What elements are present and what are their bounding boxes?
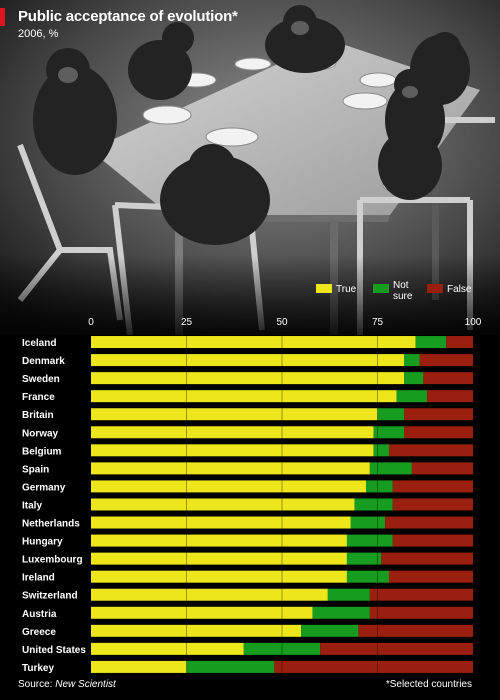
legend-swatch-0 (316, 284, 332, 293)
bar-false (369, 606, 473, 619)
source-note: Source: New Scientist (18, 679, 116, 690)
bar-not-sure (243, 642, 321, 655)
bar-not-sure (373, 426, 405, 439)
bar-not-sure (350, 516, 386, 529)
bar-false (427, 390, 473, 403)
bar-true (91, 624, 302, 637)
bar-false (392, 480, 473, 493)
bar-true (91, 606, 313, 619)
category-label: Austria (22, 609, 57, 620)
bar-not-sure (396, 390, 428, 403)
chimpanzee-tea-party-photo (0, 0, 500, 335)
bar-true (91, 408, 378, 421)
bar-not-sure (404, 372, 424, 385)
category-label: Italy (22, 500, 42, 511)
category-label: Hungary (22, 537, 63, 548)
legend-swatch-1 (373, 284, 389, 293)
category-label: Luxembourg (22, 555, 83, 566)
x-tick-label-0: 0 (88, 317, 94, 328)
bar-not-sure (373, 444, 389, 457)
category-label: Spain (22, 464, 49, 475)
bar-not-sure (354, 498, 393, 511)
bar-not-sure (415, 336, 447, 349)
legend-label-2: False (447, 284, 472, 295)
bar-true (91, 570, 347, 583)
x-tick-label-50: 50 (276, 317, 288, 328)
source-prefix: Source: (18, 679, 56, 690)
category-label: Turkey (22, 663, 54, 674)
chart-title: Public acceptance of evolution* (18, 8, 238, 25)
legend-label-0: True (336, 284, 357, 295)
bar-not-sure (327, 588, 370, 601)
bar-false (411, 462, 473, 475)
category-label: Greece (22, 627, 56, 638)
bar-not-sure (186, 660, 275, 673)
bar-not-sure (366, 480, 393, 493)
bar-false (404, 408, 473, 421)
bar-not-sure (346, 534, 393, 547)
bar-true (91, 534, 347, 547)
chart-subtitle: 2006, % (18, 28, 59, 40)
bar-false (392, 534, 473, 547)
category-label: Norway (22, 428, 59, 439)
category-label: Sweden (22, 374, 60, 385)
bar-true (91, 426, 374, 439)
category-label: Denmark (22, 356, 65, 367)
selected-countries-note: *Selected countries (385, 679, 472, 690)
bar-true (91, 444, 374, 457)
bar-true (91, 642, 244, 655)
category-label: Germany (22, 482, 66, 493)
bar-not-sure (346, 552, 382, 565)
bar-false (320, 642, 473, 655)
legend-swatch-2 (427, 284, 443, 293)
category-label: Iceland (22, 338, 56, 349)
bar-not-sure (377, 408, 405, 421)
bar-not-sure (301, 624, 359, 637)
bar-false (358, 624, 473, 637)
bar-true (91, 336, 416, 349)
bar-true (91, 498, 355, 511)
bar-false (404, 426, 473, 439)
bar-false (419, 354, 473, 367)
bar-true (91, 462, 370, 475)
bar-true (91, 480, 367, 493)
bar-true (91, 390, 397, 403)
bar-false (392, 498, 473, 511)
category-label: Belgium (22, 446, 62, 457)
category-label: France (22, 392, 55, 403)
bar-true (91, 588, 328, 601)
bar-not-sure (404, 354, 420, 367)
bar-not-sure (312, 606, 370, 619)
bar-false (446, 336, 473, 349)
bar-false (381, 552, 473, 565)
bar-false (369, 588, 473, 601)
bar-true (91, 354, 405, 367)
bar-true (91, 552, 347, 565)
source-name: New Scientist (55, 679, 116, 690)
bar-false (388, 444, 473, 457)
x-tick-label-100: 100 (465, 317, 482, 328)
bar-false (385, 516, 473, 529)
bar-true (91, 660, 187, 673)
category-label: Britain (22, 410, 54, 421)
legend-label-1: Not sure (393, 280, 413, 302)
bar-not-sure (346, 570, 389, 583)
bar-false (274, 660, 473, 673)
title-accent-bar (0, 8, 5, 26)
category-label: Ireland (22, 573, 55, 584)
bar-false (388, 570, 473, 583)
bar-true (91, 516, 351, 529)
category-label: Switzerland (22, 591, 78, 602)
x-tick-label-75: 75 (372, 317, 384, 328)
category-label: Netherlands (22, 519, 80, 530)
category-label: United States (22, 645, 86, 656)
bar-false (423, 372, 473, 385)
x-tick-label-25: 25 (181, 317, 193, 328)
bar-not-sure (369, 462, 412, 475)
bar-true (91, 372, 405, 385)
